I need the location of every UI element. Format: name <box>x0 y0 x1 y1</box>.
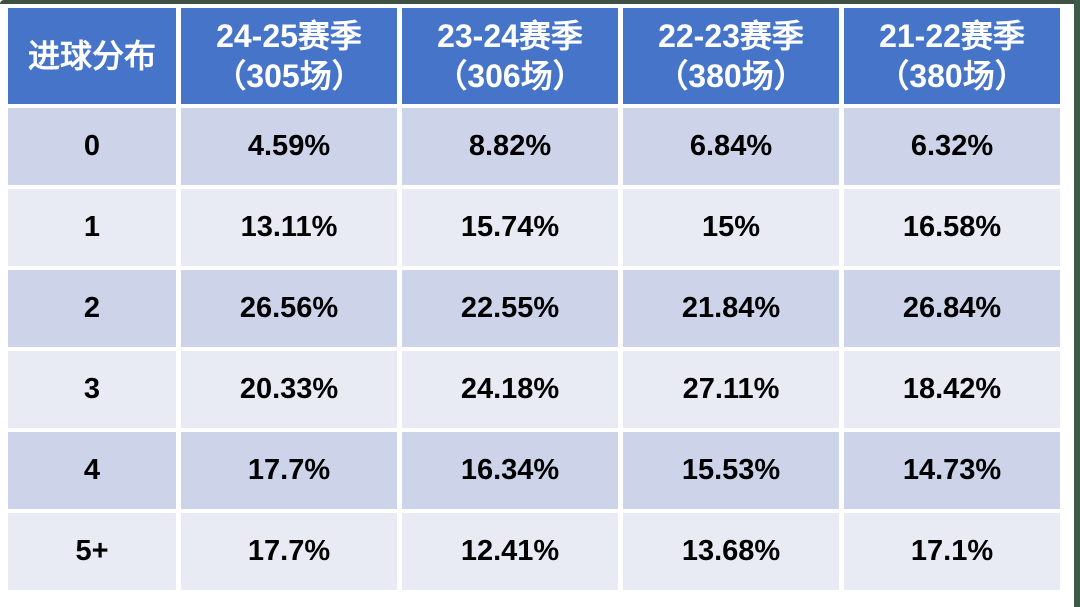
value-cell: 6.32% <box>844 108 1060 185</box>
value-cell: 27.11% <box>623 351 839 428</box>
value-cell: 15.74% <box>402 189 618 266</box>
value-cell: 18.42% <box>844 351 1060 428</box>
value-cell: 4.59% <box>181 108 397 185</box>
table-row-goals-5plus: 5+ 17.7% 12.41% 13.68% 17.1% <box>8 513 1060 590</box>
value-cell: 22.55% <box>402 270 618 347</box>
value-cell: 14.73% <box>844 432 1060 509</box>
header-season-22-23: 22-23赛季 （380场） <box>623 8 839 104</box>
season-name: 21-22赛季 <box>879 18 1025 54</box>
season-matches: （306场） <box>435 58 585 94</box>
value-cell: 8.82% <box>402 108 618 185</box>
table-row-goals-2: 2 26.56% 22.55% 21.84% 26.84% <box>8 270 1060 347</box>
value-cell: 16.58% <box>844 189 1060 266</box>
value-cell: 21.84% <box>623 270 839 347</box>
value-cell: 26.56% <box>181 270 397 347</box>
goals-cell: 4 <box>8 432 176 509</box>
value-cell: 17.1% <box>844 513 1060 590</box>
table-row-goals-0: 0 4.59% 8.82% 6.84% 6.32% <box>8 108 1060 185</box>
header-row: 进球分布 24-25赛季 （305场） 23-24赛季 （306场） 22-23… <box>8 8 1060 104</box>
season-matches: （380场） <box>877 58 1027 94</box>
season-name: 24-25赛季 <box>216 18 362 54</box>
value-cell: 13.68% <box>623 513 839 590</box>
value-cell: 6.84% <box>623 108 839 185</box>
goal-distribution-table: 进球分布 24-25赛季 （305场） 23-24赛季 （306场） 22-23… <box>3 4 1065 594</box>
header-season-23-24: 23-24赛季 （306场） <box>402 8 618 104</box>
goals-cell: 3 <box>8 351 176 428</box>
top-border-line <box>0 0 1080 4</box>
value-cell: 20.33% <box>181 351 397 428</box>
value-cell: 15.53% <box>623 432 839 509</box>
right-border-line <box>1074 0 1080 607</box>
goals-cell: 0 <box>8 108 176 185</box>
header-season-21-22: 21-22赛季 （380场） <box>844 8 1060 104</box>
value-cell: 13.11% <box>181 189 397 266</box>
value-cell: 12.41% <box>402 513 618 590</box>
value-cell: 17.7% <box>181 432 397 509</box>
goals-cell: 1 <box>8 189 176 266</box>
header-season-24-25: 24-25赛季 （305场） <box>181 8 397 104</box>
value-cell: 26.84% <box>844 270 1060 347</box>
goals-cell: 2 <box>8 270 176 347</box>
season-matches: （380场） <box>656 58 806 94</box>
value-cell: 15% <box>623 189 839 266</box>
table-row-goals-3: 3 20.33% 24.18% 27.11% 18.42% <box>8 351 1060 428</box>
goals-cell: 5+ <box>8 513 176 590</box>
header-goal-distribution: 进球分布 <box>8 8 176 104</box>
table-row-goals-1: 1 13.11% 15.74% 15% 16.58% <box>8 189 1060 266</box>
value-cell: 16.34% <box>402 432 618 509</box>
value-cell: 17.7% <box>181 513 397 590</box>
season-name: 22-23赛季 <box>658 18 804 54</box>
season-matches: （305场） <box>214 58 364 94</box>
season-name: 23-24赛季 <box>437 18 583 54</box>
table-row-goals-4: 4 17.7% 16.34% 15.53% 14.73% <box>8 432 1060 509</box>
value-cell: 24.18% <box>402 351 618 428</box>
